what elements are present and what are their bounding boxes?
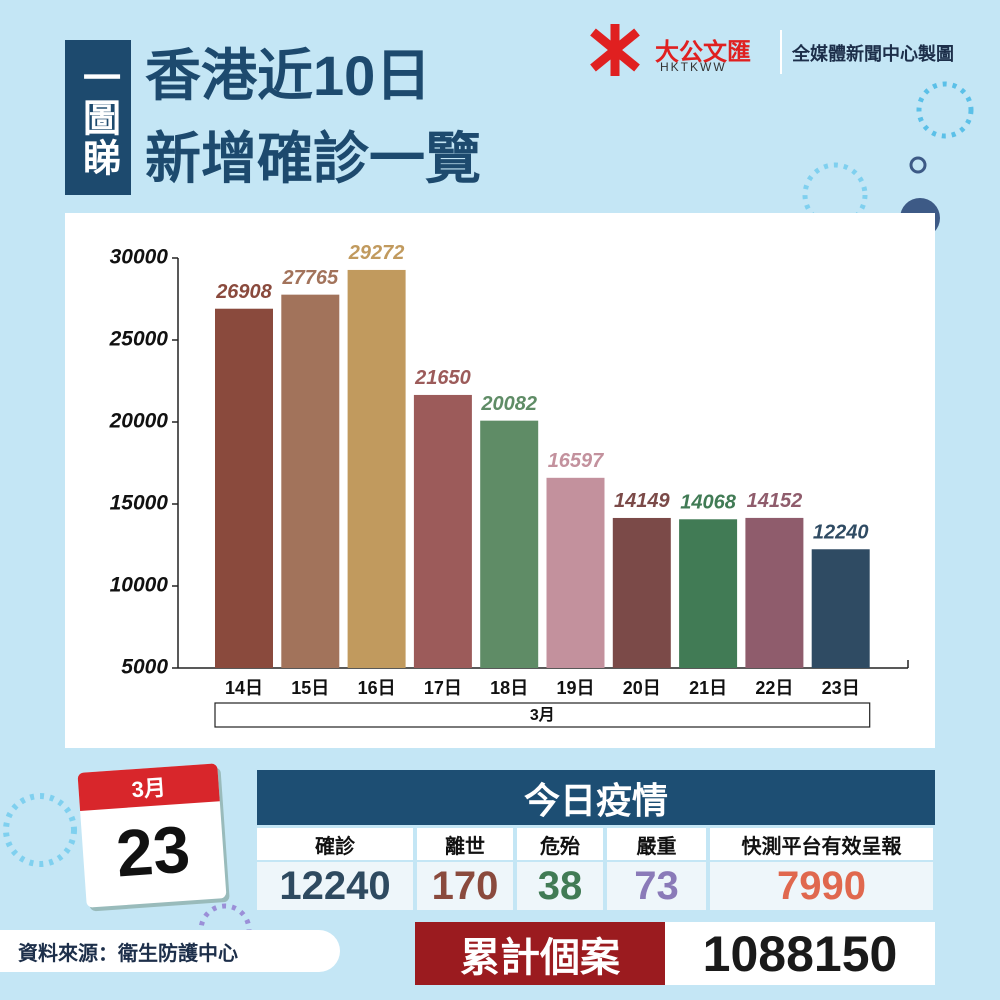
bar — [347, 269, 406, 668]
bar — [413, 394, 472, 668]
title-line: 香港近10日 — [145, 44, 432, 107]
cumulative-value: 1088150 — [665, 922, 935, 985]
x-tick-label: 22日 — [755, 678, 793, 698]
bar — [811, 549, 870, 668]
calendar: 3月 23 — [77, 763, 227, 908]
y-tick-label: 5000 — [121, 656, 168, 679]
x-group-box — [214, 702, 871, 728]
bar — [745, 517, 804, 668]
bar — [480, 420, 539, 668]
today-value: 38 — [517, 862, 603, 910]
today-header: 離世 — [417, 828, 513, 860]
x-group-label: 3月 — [530, 706, 555, 724]
y-tick-label: 15000 — [110, 492, 169, 515]
x-tick-label: 16日 — [358, 678, 396, 698]
today-header: 確診 — [257, 828, 413, 860]
tag: 一圖睇 — [65, 40, 131, 195]
value-label: 16597 — [548, 450, 604, 472]
value-label: 20082 — [480, 393, 537, 415]
bar — [546, 477, 605, 668]
value-label: 14149 — [614, 490, 670, 512]
value-label: 12240 — [813, 522, 869, 544]
logo-sub: HKTKWW — [660, 60, 727, 74]
y-tick-label: 10000 — [110, 574, 169, 597]
bar — [679, 519, 738, 668]
x-tick-label: 19日 — [556, 678, 594, 698]
cumulative-label: 累計個案 — [415, 922, 665, 985]
today-value: 170 — [417, 862, 513, 910]
value-label: 14152 — [747, 490, 803, 512]
x-tick-label: 21日 — [689, 678, 727, 698]
x-tick-label: 17日 — [424, 678, 462, 698]
bar — [612, 517, 671, 668]
value-label: 14068 — [680, 492, 736, 514]
today-title: 今日疫情 — [257, 770, 935, 825]
credit: 全媒體新聞中心製圖 — [792, 44, 954, 64]
bar — [281, 294, 340, 668]
x-tick-label: 23日 — [822, 678, 860, 698]
value-label: 27765 — [281, 267, 338, 289]
value-label: 21650 — [414, 367, 471, 389]
today-value: 12240 — [257, 862, 413, 910]
logo-name: 大公文匯 — [655, 39, 751, 66]
value-label: 29272 — [348, 242, 405, 264]
separator — [780, 30, 782, 74]
today-header: 嚴重 — [607, 828, 706, 860]
x-tick-label: 18日 — [490, 678, 528, 698]
y-tick-label: 30000 — [110, 246, 169, 269]
title-line: 新增確診一覽 — [145, 127, 481, 190]
today-value: 7990 — [710, 862, 933, 910]
today-header: 快測平台有效呈報 — [710, 828, 933, 860]
y-tick-label: 25000 — [109, 328, 169, 351]
chart: 5000 10000 15000 20000 25000 30000 26908 14日 277… — [109, 242, 909, 728]
today-header: 危殆 — [517, 828, 603, 860]
calendar-day: 23 — [113, 811, 193, 891]
x-tick-label: 14日 — [225, 678, 263, 698]
logo-mark — [590, 24, 640, 76]
y-tick-label: 20000 — [109, 410, 169, 433]
today-value: 73 — [607, 862, 706, 910]
bar — [215, 308, 273, 668]
x-tick-label: 20日 — [623, 678, 661, 698]
x-tick-label: 15日 — [291, 678, 329, 698]
value-label: 26908 — [215, 281, 272, 303]
source: 資料來源：衛生防護中心 — [0, 930, 340, 972]
